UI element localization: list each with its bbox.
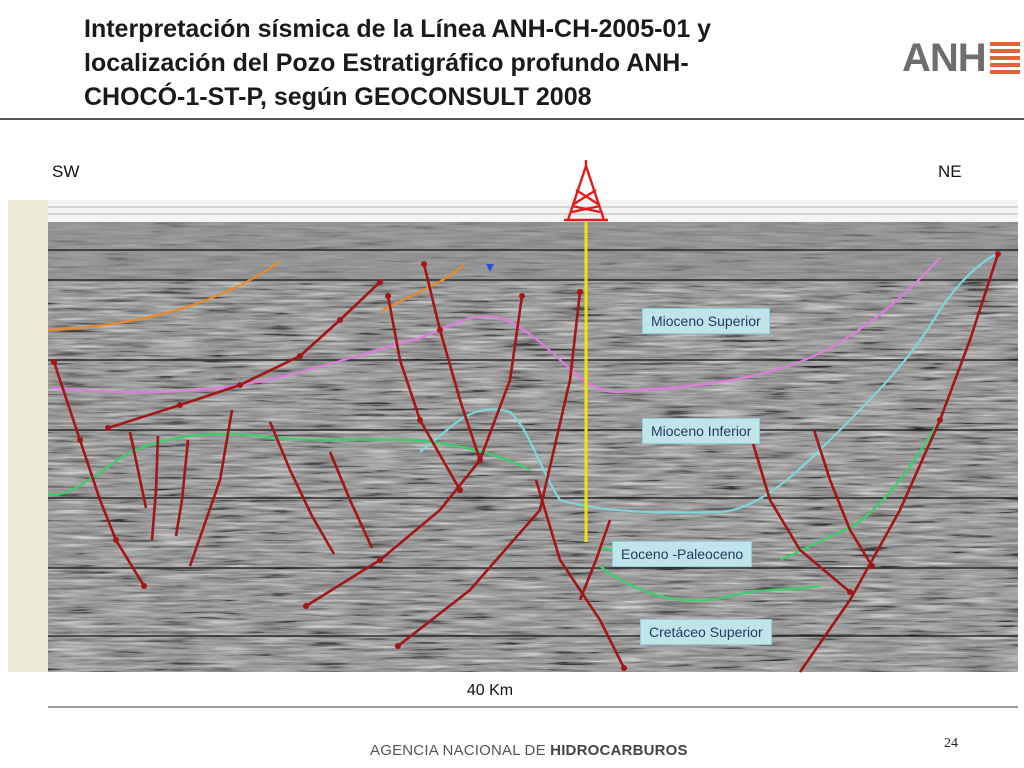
horizon-label-mioceno-inferior: Mioceno Inferior [642,418,761,444]
horizon-mioceno-superior [51,257,941,394]
scale-bar [48,706,1018,708]
fault-14 [578,519,612,601]
title-line-3: CHOCÓ-1-ST-P, según GEOCONSULT 2008 [84,83,592,111]
fault-13 [534,479,626,669]
footer-prefix: AGENCIA NACIONAL DE [370,742,551,759]
footer: AGENCIA NACIONAL DE HIDROCARBUROS [370,742,688,759]
horizon-label-eoceno-paleoceno: Eoceno -Paleoceno [612,541,753,567]
logo-text: ANH [902,36,987,80]
fault-3 [128,431,148,509]
shotpoint-header-lines [48,206,1018,215]
fault-16 [812,429,874,567]
slide-title: Interpretación sísmica de la Línea ANH-C… [84,12,874,114]
horizon-label-mioceno-superior: Mioceno Superior [642,308,770,334]
depth-axis-strip [8,200,48,672]
faults [52,253,1000,673]
direction-sw: SW [52,162,80,181]
horizon-cretaceo-superior [599,565,821,602]
fault-8 [386,295,462,491]
direction-ne: NE [938,162,962,181]
seismic-reflectors [48,222,1018,672]
title-line-1: Interpretación sísmica de la Línea ANH-C… [84,15,712,43]
fault-6 [188,409,234,567]
horizon-label-cretaceo-superior: Cretáceo Superior [640,619,772,645]
fault-12 [397,291,582,648]
title-line-2: localización del Pozo Estratigráfico pro… [84,49,689,77]
header-rule [0,118,1024,120]
horizon-orange [47,261,465,332]
fault-17 [798,253,1000,673]
drilling-rig-icon [564,160,608,222]
fault-9 [422,263,482,461]
anh-logo: ANH [902,36,1020,80]
page-number: 24 [944,736,958,751]
marker-icon [486,264,494,272]
fault-1 [52,361,146,587]
fault-5 [174,439,190,537]
fault-11 [305,295,524,608]
fault-nodes [51,251,1001,671]
shotpoint-header [48,200,1018,222]
horizon-mioceno-inferior [419,251,1001,514]
fault-4 [150,435,160,541]
footer-bold: HIDROCARBUROS [550,742,688,759]
fault-15 [750,439,851,593]
logo-stripes-icon [990,42,1020,76]
fault-10 [328,451,374,549]
scale-label: 40 Km [466,682,514,699]
fault-2 [107,281,381,430]
time-lines [48,249,1018,637]
fault-7 [268,421,336,555]
